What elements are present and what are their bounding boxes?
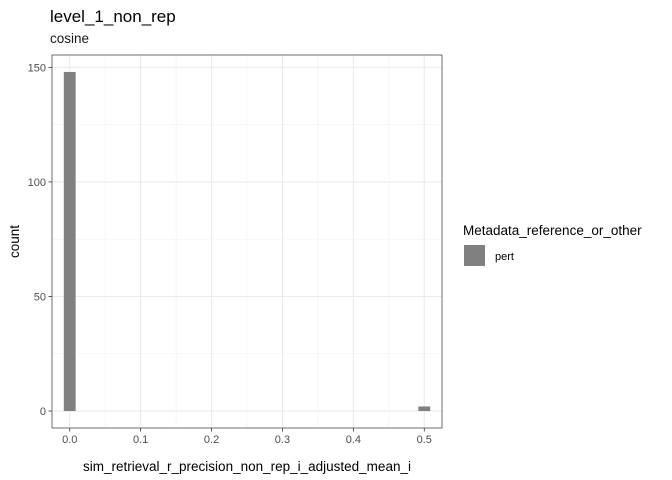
x-tick-label: 0.1	[133, 434, 148, 446]
legend-title: Metadata_reference_or_other	[463, 223, 642, 238]
x-tick-label: 0.4	[346, 434, 361, 446]
legend-key-pert	[464, 245, 485, 266]
y-tick-label: 150	[28, 62, 46, 74]
y-tick-label: 100	[28, 177, 46, 189]
x-axis-title: sim_retrieval_r_precision_non_rep_i_adju…	[83, 459, 411, 474]
x-tick-label: 0.2	[204, 434, 219, 446]
x-tick-label: 0.0	[62, 434, 77, 446]
x-tick-label: 0.5	[417, 434, 432, 446]
y-axis: 0 50 100 150	[28, 62, 52, 418]
legend: Metadata_reference_or_other pert	[463, 223, 642, 266]
legend-label-pert: pert	[495, 251, 514, 263]
histogram-bar	[64, 72, 76, 411]
histogram-bar	[418, 406, 430, 411]
y-tick-label: 0	[40, 406, 46, 418]
y-axis-title: count	[7, 225, 22, 258]
y-tick-label: 50	[34, 291, 46, 303]
chart-subtitle: cosine	[50, 31, 89, 46]
x-tick-label: 0.3	[275, 434, 290, 446]
chart-title: level_1_non_rep	[50, 7, 176, 26]
x-axis: 0.0 0.1 0.2 0.3 0.4 0.5	[62, 428, 432, 446]
